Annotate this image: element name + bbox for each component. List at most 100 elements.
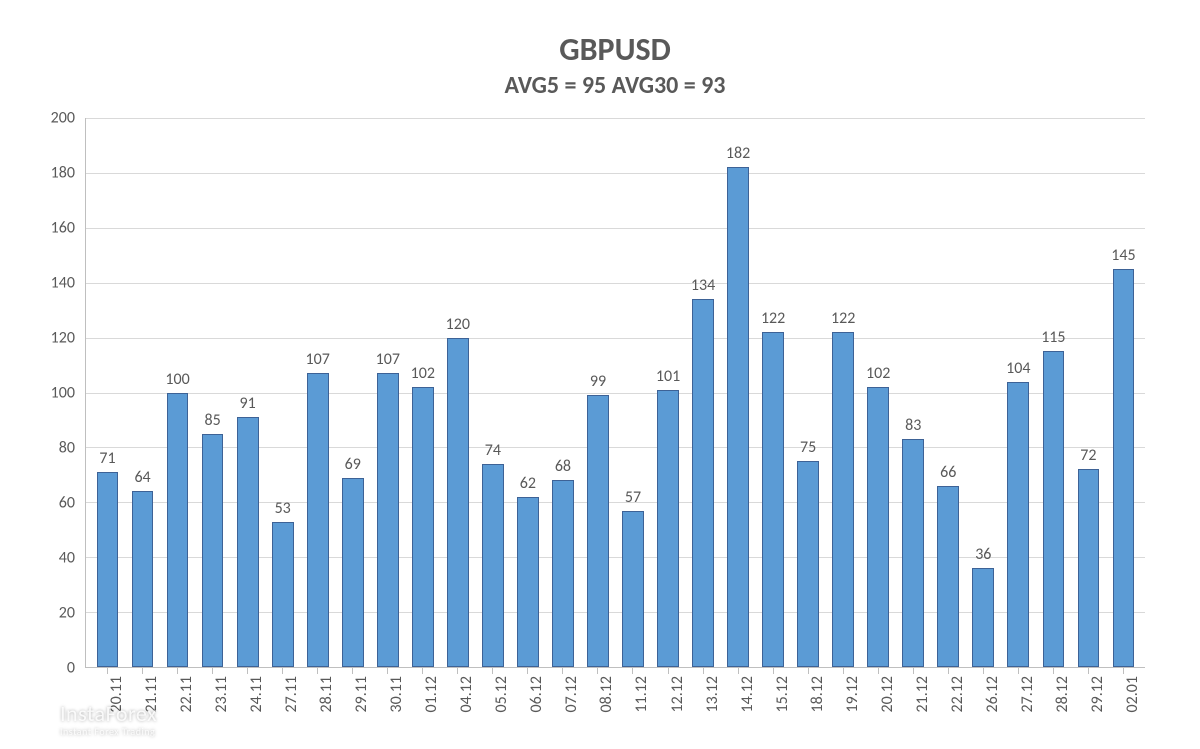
y-tick-label: 140 (51, 274, 75, 293)
bar (727, 167, 749, 667)
bar-slot: 145 (1106, 118, 1141, 667)
bar-value-label: 107 (376, 350, 400, 369)
x-tick-mark (317, 668, 318, 674)
bar (552, 480, 574, 667)
bar-value-label: 182 (726, 144, 750, 163)
x-tick-label: 06.12 (527, 676, 546, 712)
x-tick-mark (387, 668, 388, 674)
x-tick-mark (913, 668, 914, 674)
watermark-icon (18, 704, 50, 736)
bar (622, 511, 644, 667)
y-tick-label: 180 (51, 164, 75, 183)
bar-value-label: 115 (1041, 328, 1065, 347)
bar-value-label: 57 (625, 488, 641, 507)
bar-value-label: 145 (1111, 246, 1135, 265)
x-tick-mark (107, 668, 108, 674)
chart-container: GBPUSD AVG5 = 95 AVG30 = 93 716410085915… (0, 0, 1200, 749)
bar-slot: 53 (265, 118, 300, 667)
x-tick-label: 07.12 (562, 676, 581, 712)
bar-value-label: 91 (240, 394, 256, 413)
bar-slot: 102 (405, 118, 440, 667)
x-tick-label: 15.12 (773, 676, 792, 712)
bar-slot: 120 (440, 118, 475, 667)
bar-slot: 64 (125, 118, 160, 667)
x-tick-mark (1018, 668, 1019, 674)
x-tick-label: 21.12 (913, 676, 932, 712)
bar-value-label: 120 (446, 315, 470, 334)
bar-value-label: 64 (134, 468, 150, 487)
x-tick-mark (808, 668, 809, 674)
x-tick-label: 05.12 (492, 676, 511, 712)
y-tick-label: 0 (67, 659, 75, 678)
bar-value-label: 122 (761, 309, 785, 328)
x-tick-mark (843, 668, 844, 674)
bar (1078, 469, 1100, 667)
x-tick-mark (597, 668, 598, 674)
x-tick-label: 13.12 (703, 676, 722, 712)
plot-area: 7164100859153107691071021207462689957101… (85, 118, 1145, 668)
bar-slot: 66 (931, 118, 966, 667)
bar-slot: 134 (686, 118, 721, 667)
x-tick-mark (1053, 668, 1054, 674)
bar (167, 393, 189, 668)
bar-slot: 68 (545, 118, 580, 667)
bar-slot: 182 (721, 118, 756, 667)
bar-value-label: 36 (975, 545, 991, 564)
x-tick-mark (1088, 668, 1089, 674)
watermark-text: InstaForex Instant Forex Trading (60, 703, 157, 737)
y-tick-label: 20 (59, 604, 75, 623)
y-tick-label: 100 (51, 384, 75, 403)
bar-value-label: 66 (940, 463, 956, 482)
x-tick-mark (983, 668, 984, 674)
bar (762, 332, 784, 667)
x-tick-label: 04.12 (457, 676, 476, 712)
bar-value-label: 107 (306, 350, 330, 369)
bar-slot: 107 (300, 118, 335, 667)
bar-slot: 122 (756, 118, 791, 667)
bar-slot: 122 (826, 118, 861, 667)
x-tick-mark (738, 668, 739, 674)
watermark: InstaForex Instant Forex Trading (18, 703, 157, 737)
x-tick-mark (1123, 668, 1124, 674)
bar (202, 434, 224, 667)
x-tick-mark (527, 668, 528, 674)
bar-value-label: 62 (520, 474, 536, 493)
x-tick-mark (142, 668, 143, 674)
x-tick-mark (562, 668, 563, 674)
bar-slot: 71 (90, 118, 125, 667)
bar (937, 486, 959, 667)
bar-slot: 36 (966, 118, 1001, 667)
x-tick-label: 01.12 (422, 676, 441, 712)
x-tick-mark (703, 668, 704, 674)
x-tick-mark (632, 668, 633, 674)
bar-value-label: 102 (866, 364, 890, 383)
bar (482, 464, 504, 667)
x-tick-label: 20.12 (878, 676, 897, 712)
x-tick-label: 30.11 (387, 676, 406, 712)
bar (272, 522, 294, 667)
bar (412, 387, 434, 667)
bar-value-label: 85 (205, 411, 221, 430)
watermark-sub: Instant Forex Trading (60, 727, 157, 737)
x-tick-mark (878, 668, 879, 674)
bar (517, 497, 539, 667)
bar (97, 472, 119, 667)
bar-value-label: 101 (656, 367, 680, 386)
bar-value-label: 83 (905, 416, 921, 435)
y-tick-label: 60 (59, 494, 75, 513)
bar-value-label: 71 (99, 449, 115, 468)
bar (377, 373, 399, 667)
x-tick-label: 14.12 (738, 676, 757, 712)
bar-slot: 91 (230, 118, 265, 667)
x-tick-mark (247, 668, 248, 674)
bar-slot: 115 (1036, 118, 1071, 667)
x-tick-label: 29.11 (352, 676, 371, 712)
bar-value-label: 75 (800, 438, 816, 457)
bar-slot: 62 (510, 118, 545, 667)
y-tick-label: 200 (51, 109, 75, 128)
bar-slot: 69 (335, 118, 370, 667)
x-tick-label: 24.11 (247, 676, 266, 712)
bar-slot: 107 (370, 118, 405, 667)
chart-subtitle: AVG5 = 95 AVG30 = 93 (85, 71, 1145, 100)
bar-slot: 57 (615, 118, 650, 667)
